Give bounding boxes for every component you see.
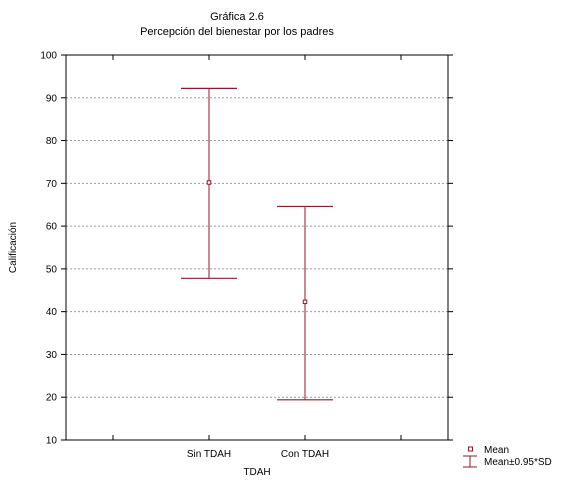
x-tick-label: Con TDAH (281, 449, 329, 460)
legend-mean-marker (468, 446, 473, 452)
y-tick-label: 30 (46, 350, 58, 361)
y-tick-label: 80 (46, 136, 58, 147)
data-marks (181, 87, 333, 401)
y-axis-title: Calificación (8, 222, 19, 273)
legend-errorbar-label: Mean±0.95*SD (484, 457, 552, 468)
x-axis-ticks: Sin TDAH Con TDAH (112, 55, 402, 460)
y-tick-label: 10 (46, 436, 58, 447)
chart-subtitle: Percepción del bienestar por los padres (140, 26, 334, 38)
y-tick-label: 100 (40, 51, 57, 62)
plot-frame (65, 54, 449, 441)
y-axis-ticks: 10 20 30 40 50 60 70 80 90 100 (40, 51, 453, 447)
y-tick-label: 70 (46, 179, 58, 190)
y-tick-label: 20 (46, 393, 58, 404)
x-tick-label: Sin TDAH (187, 449, 231, 460)
y-tick-label: 50 (46, 264, 58, 275)
chart-title: Gráfica 2.6 (210, 11, 264, 23)
mean-marker (206, 180, 212, 185)
y-tick-label: 90 (46, 93, 58, 104)
legend-errorbar-symbol (463, 455, 477, 468)
grid-lines (66, 97, 448, 398)
y-tick-label: 40 (46, 307, 58, 318)
legend-mean-label: Mean (484, 445, 509, 456)
y-tick-label: 60 (46, 222, 58, 233)
legend: Mean Mean±0.95*SD (463, 445, 552, 468)
mean-marker (302, 299, 308, 305)
x-axis-title: TDAH (243, 467, 270, 478)
